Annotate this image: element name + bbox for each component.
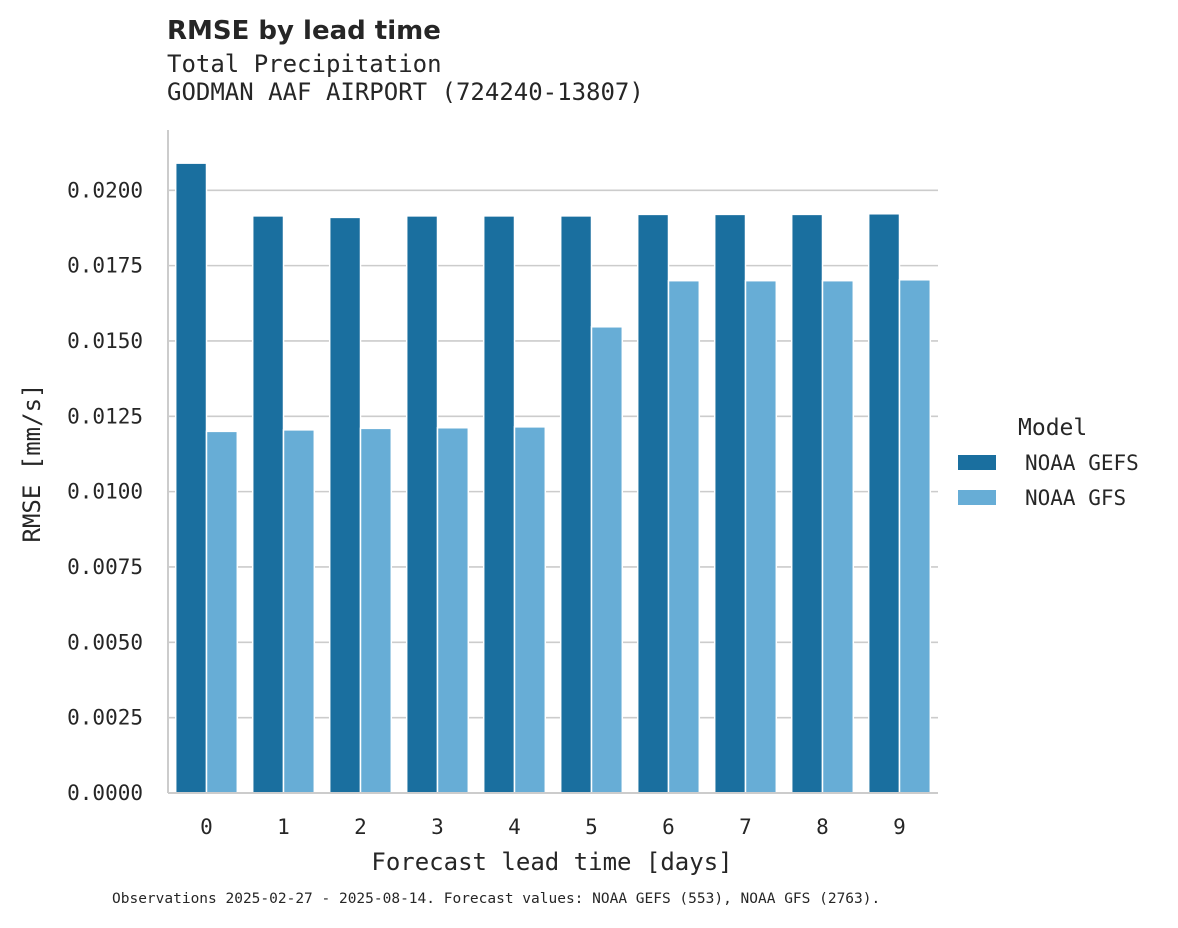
y-tick-label: 0.0125: [67, 404, 143, 428]
bars: [174, 162, 932, 794]
legend-label: NOAA GEFS: [1025, 451, 1139, 475]
y-tick-labels: 0.0000 0.0025 0.0050 0.0075 0.0100 0.0125 0.01…: [67, 178, 143, 805]
x-tick-label: 9: [893, 815, 906, 839]
y-tick-label: 0.0075: [67, 555, 143, 579]
bar-noaa-gefs-5: [559, 215, 593, 794]
y-tick-label: 0.0050: [67, 630, 143, 654]
x-tick-label: 4: [508, 815, 521, 839]
subtitle-station: GODMAN AAF AIRPORT (724240-13807): [167, 78, 644, 106]
bar-noaa-gfs-6: [667, 279, 701, 794]
bar-noaa-gefs-8: [790, 213, 824, 794]
bar-noaa-gefs-0: [174, 162, 208, 794]
bar-noaa-gfs-1: [282, 429, 316, 794]
bar-noaa-gefs-3: [405, 215, 439, 794]
bar-noaa-gfs-0: [205, 430, 239, 794]
y-tick-label: 0.0100: [67, 480, 143, 504]
y-tick-label: 0.0025: [67, 706, 143, 730]
subtitle-variable: Total Precipitation: [167, 50, 442, 78]
x-tick-label: 0: [200, 815, 213, 839]
y-tick-label: 0.0200: [67, 178, 143, 202]
x-axis-label: Forecast lead time [days]: [371, 848, 732, 876]
x-tick-label: 2: [354, 815, 367, 839]
footnote: Observations 2025-02-27 - 2025-08-14. Fo…: [112, 891, 881, 907]
x-tick-labels: 0 1 2 3 4 5 6 7 8 9: [200, 815, 906, 839]
x-tick-label: 3: [431, 815, 444, 839]
y-tick-label: 0.0000: [67, 781, 143, 805]
chart-title: RMSE by lead time: [167, 16, 441, 46]
bar-noaa-gfs-8: [821, 279, 855, 794]
x-tick-label: 5: [585, 815, 598, 839]
bar-noaa-gfs-7: [744, 279, 778, 794]
legend-title: Model: [1018, 415, 1087, 441]
bar-noaa-gefs-9: [867, 213, 901, 794]
legend-swatch: [958, 490, 996, 505]
x-tick-label: 6: [662, 815, 675, 839]
legend-label: NOAA GFS: [1025, 486, 1126, 510]
bar-noaa-gefs-1: [251, 215, 285, 794]
bar-noaa-gfs-5: [590, 326, 624, 794]
bar-noaa-gefs-7: [713, 213, 747, 794]
x-tick-label: 7: [739, 815, 752, 839]
axes: [167, 130, 938, 794]
chart-subtitle: Total Precipitation GODMAN AAF AIRPORT (…: [167, 50, 644, 106]
bar-noaa-gfs-2: [359, 427, 393, 794]
x-tick-label: 8: [816, 815, 829, 839]
bar-noaa-gefs-6: [636, 213, 670, 794]
y-tick-label: 0.0175: [67, 254, 143, 278]
bar-noaa-gefs-2: [328, 216, 362, 794]
bar-noaa-gfs-9: [898, 279, 932, 794]
bar-noaa-gefs-4: [482, 215, 516, 794]
y-tick-label: 0.0150: [67, 329, 143, 353]
bar-noaa-gfs-3: [436, 426, 470, 794]
bar-noaa-gfs-4: [513, 426, 547, 794]
legend: Model NOAA GEFS NOAA GFS: [958, 415, 1139, 510]
x-tick-label: 1: [277, 815, 290, 839]
legend-swatch: [958, 455, 996, 470]
y-axis-label: RMSE [mm/s]: [18, 384, 46, 543]
